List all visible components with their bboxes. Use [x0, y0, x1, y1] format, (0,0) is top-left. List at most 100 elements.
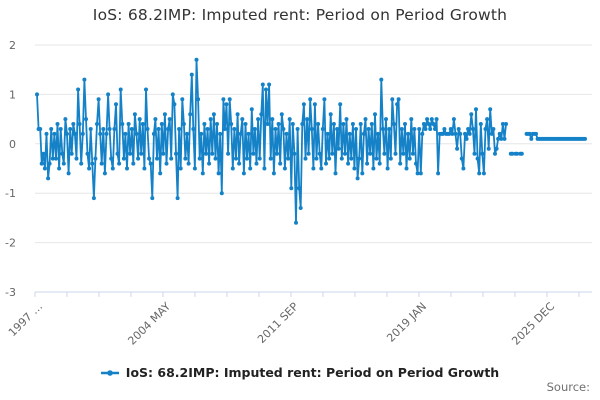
data-point[interactable]: [210, 151, 215, 156]
data-point[interactable]: [256, 117, 261, 122]
data-point[interactable]: [319, 166, 324, 171]
data-point[interactable]: [235, 112, 240, 117]
data-point[interactable]: [488, 107, 493, 112]
data-point[interactable]: [421, 122, 426, 126]
data-point[interactable]: [502, 136, 507, 141]
data-point[interactable]: [306, 151, 311, 156]
data-point[interactable]: [118, 87, 123, 92]
data-point[interactable]: [278, 161, 283, 166]
data-point[interactable]: [114, 102, 118, 107]
data-point[interactable]: [218, 131, 223, 136]
data-point[interactable]: [58, 127, 63, 131]
data-point[interactable]: [169, 156, 174, 161]
data-point[interactable]: [112, 127, 117, 131]
data-point[interactable]: [155, 156, 159, 161]
data-point[interactable]: [281, 127, 286, 131]
data-point[interactable]: [87, 166, 92, 171]
data-point[interactable]: [183, 156, 188, 161]
data-point[interactable]: [101, 127, 106, 131]
data-point[interactable]: [493, 151, 497, 156]
data-point[interactable]: [474, 107, 478, 112]
data-point[interactable]: [270, 117, 275, 122]
data-point[interactable]: [309, 127, 314, 131]
data-point[interactable]: [494, 146, 499, 151]
data-point[interactable]: [145, 127, 150, 131]
data-point[interactable]: [170, 92, 175, 97]
data-point[interactable]: [515, 151, 520, 156]
data-point[interactable]: [61, 161, 66, 166]
data-point[interactable]: [354, 127, 358, 131]
data-point[interactable]: [240, 117, 245, 122]
data-point[interactable]: [409, 117, 414, 122]
series-line[interactable]: [36, 58, 586, 224]
data-point[interactable]: [451, 117, 456, 122]
data-point[interactable]: [429, 117, 434, 122]
data-point[interactable]: [268, 156, 273, 161]
data-point[interactable]: [60, 151, 65, 156]
data-point[interactable]: [384, 117, 388, 122]
data-point[interactable]: [395, 102, 400, 107]
data-point[interactable]: [107, 127, 112, 131]
data-point[interactable]: [335, 127, 340, 131]
data-point[interactable]: [481, 171, 486, 176]
data-point[interactable]: [229, 122, 234, 126]
data-point[interactable]: [90, 161, 95, 166]
data-point[interactable]: [287, 117, 292, 122]
data-point[interactable]: [202, 122, 207, 126]
data-point[interactable]: [286, 156, 291, 161]
data-point[interactable]: [164, 161, 169, 166]
data-point[interactable]: [470, 127, 475, 131]
data-point[interactable]: [341, 122, 346, 126]
data-point[interactable]: [144, 87, 148, 92]
data-point[interactable]: [331, 122, 336, 126]
data-point[interactable]: [415, 171, 420, 176]
data-point[interactable]: [480, 151, 485, 156]
data-point[interactable]: [298, 206, 303, 210]
data-point[interactable]: [497, 131, 502, 136]
data-point[interactable]: [42, 166, 47, 171]
data-point[interactable]: [219, 191, 224, 196]
data-point[interactable]: [142, 166, 147, 171]
data-point[interactable]: [459, 156, 464, 161]
data-point[interactable]: [215, 122, 219, 126]
data-point[interactable]: [246, 131, 251, 136]
data-point[interactable]: [251, 151, 256, 156]
data-point[interactable]: [65, 131, 69, 136]
data-point[interactable]: [428, 127, 433, 131]
data-point[interactable]: [485, 117, 490, 122]
data-point[interactable]: [434, 117, 439, 122]
data-point[interactable]: [399, 127, 404, 131]
data-point[interactable]: [458, 131, 463, 136]
data-point[interactable]: [181, 122, 186, 126]
data-point[interactable]: [385, 166, 390, 171]
data-point[interactable]: [472, 151, 477, 156]
data-point[interactable]: [407, 156, 412, 161]
data-point[interactable]: [85, 151, 90, 156]
data-point[interactable]: [39, 161, 44, 166]
data-point[interactable]: [398, 161, 403, 166]
data-point[interactable]: [328, 112, 333, 117]
data-point[interactable]: [91, 196, 96, 201]
data-point[interactable]: [167, 117, 172, 122]
data-point[interactable]: [275, 151, 279, 156]
data-point[interactable]: [346, 161, 351, 166]
data-point[interactable]: [237, 161, 242, 166]
data-point[interactable]: [131, 161, 136, 166]
data-point[interactable]: [95, 122, 99, 126]
data-point[interactable]: [350, 122, 355, 126]
data-point[interactable]: [162, 112, 167, 117]
data-point[interactable]: [96, 97, 101, 102]
data-point[interactable]: [44, 131, 49, 136]
data-point[interactable]: [391, 122, 396, 126]
data-point[interactable]: [475, 156, 480, 161]
data-point[interactable]: [102, 171, 107, 176]
data-point[interactable]: [361, 131, 366, 136]
data-point[interactable]: [98, 131, 103, 136]
data-point[interactable]: [433, 127, 437, 131]
series-markers[interactable]: [35, 57, 587, 225]
data-point[interactable]: [175, 196, 180, 201]
data-point[interactable]: [294, 220, 298, 225]
data-point[interactable]: [72, 131, 77, 136]
data-point[interactable]: [120, 122, 125, 126]
data-point[interactable]: [245, 156, 249, 161]
